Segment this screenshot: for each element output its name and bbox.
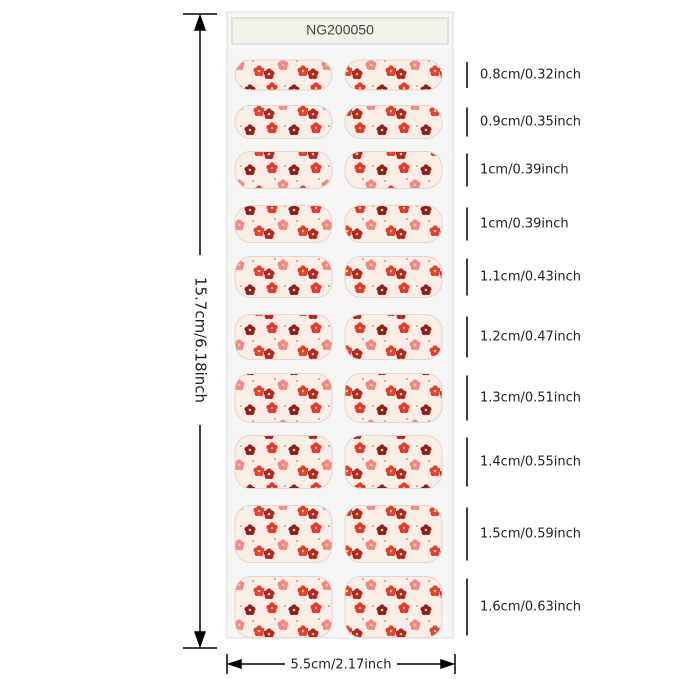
code-box	[231, 17, 449, 45]
nail-strip	[234, 435, 333, 489]
nail-strip	[344, 435, 443, 489]
nail-strip	[234, 59, 333, 91]
nail-strip	[234, 314, 333, 360]
nail-strip	[234, 256, 333, 298]
size-label: 0.8cm/0.32inch	[480, 68, 581, 83]
nail-strip	[234, 576, 333, 638]
nail-strip	[234, 151, 333, 189]
nail-strip	[234, 205, 333, 243]
nail-strip	[344, 314, 443, 360]
size-label: 1cm/0.39inch	[480, 163, 569, 178]
size-label: 1cm/0.39inch	[480, 217, 569, 232]
size-label: 1.5cm/0.59inch	[480, 527, 581, 542]
nail-strip	[344, 373, 443, 423]
nail-strip	[234, 505, 333, 563]
label-bg	[190, 255, 210, 425]
nail-strip	[344, 205, 443, 243]
size-label: 1.3cm/0.51inch	[480, 391, 581, 406]
nail-strip	[344, 151, 443, 189]
size-label: 1.4cm/0.55inch	[480, 455, 581, 470]
nail-strip	[234, 373, 333, 423]
height-label: 15.7cm/6.18inch	[192, 277, 210, 403]
nail-strip	[344, 105, 443, 139]
size-label: 1.2cm/0.47inch	[480, 330, 581, 345]
width-label: 5.5cm/2.17inch	[290, 658, 391, 673]
size-label: 1.1cm/0.43inch	[480, 270, 581, 285]
nail-strip	[344, 59, 443, 91]
label-bg	[285, 656, 397, 672]
product-code: NG200050	[306, 22, 374, 38]
nail-strip	[344, 576, 443, 638]
size-label: 0.9cm/0.35inch	[480, 115, 581, 130]
nail-strip	[344, 505, 443, 563]
size-label: 1.6cm/0.63inch	[480, 600, 581, 615]
nail-strip	[344, 256, 443, 298]
strips	[234, 59, 443, 638]
nail-strip	[234, 105, 333, 139]
